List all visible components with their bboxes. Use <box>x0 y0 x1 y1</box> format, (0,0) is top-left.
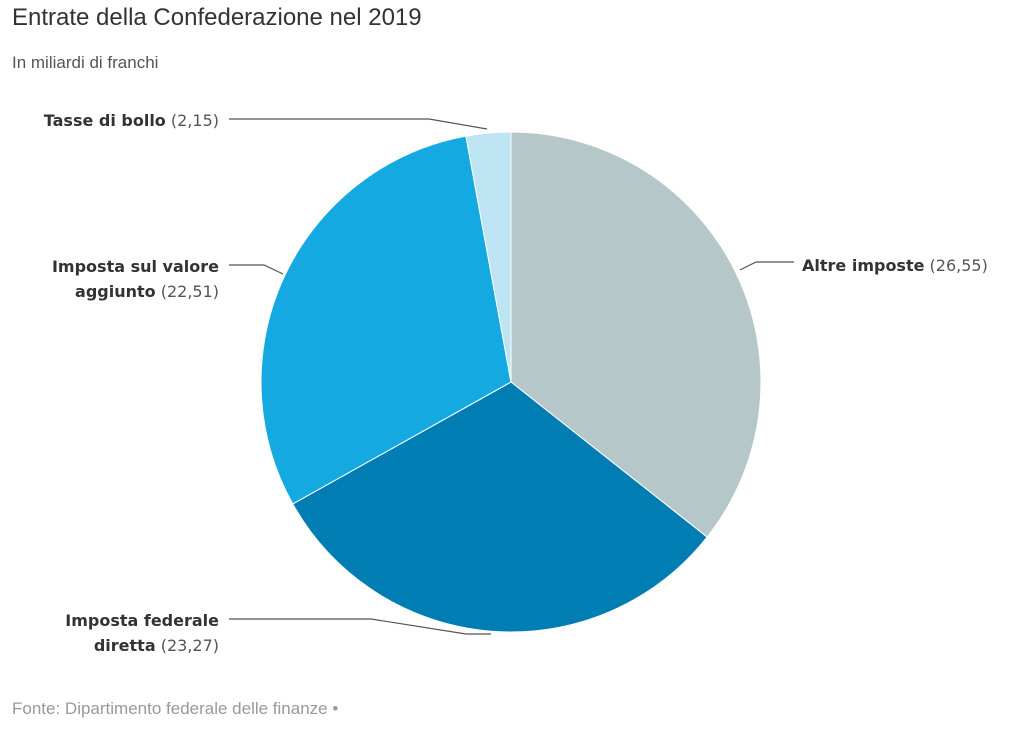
slice-value-label: (26,55) <box>924 256 987 275</box>
pie-slices <box>260 131 762 633</box>
slice-value-label: (22,51) <box>156 282 219 301</box>
leader-line <box>229 118 488 130</box>
leader-line <box>739 261 794 271</box>
slice-label: diretta (23,27) <box>94 636 219 655</box>
leader-line <box>229 264 284 275</box>
slice-label: aggiunto (22,51) <box>75 282 219 301</box>
slice-value-label: (2,15) <box>166 111 219 130</box>
leader-line <box>229 618 491 635</box>
chart-subtitle: In miliardi di franchi <box>12 53 159 72</box>
pie-slice-tasse-di-bollo <box>465 131 512 383</box>
label-leader-lines <box>229 118 794 635</box>
pie-slice-imposta-sul-valore-aggiunto <box>260 135 512 505</box>
slice-label: Imposta federale <box>65 611 219 630</box>
slice-labels: Altre imposte (26,55) Imposta federale dir… <box>44 111 988 655</box>
slice-label: Imposta sul valore <box>52 257 219 276</box>
source-note: Fonte: Dipartimento federale delle finan… <box>12 699 339 718</box>
slice-label: Tasse di bollo (2,15) <box>44 111 219 130</box>
slice-label: Altre imposte (26,55) <box>802 256 988 275</box>
chart-title: Entrate della Confederazione nel 2019 <box>12 4 422 31</box>
pie-slice-imposta-federale-diretta <box>292 381 708 633</box>
pie-slice-altre-imposte <box>510 131 762 538</box>
slice-value-label: (23,27) <box>156 636 219 655</box>
